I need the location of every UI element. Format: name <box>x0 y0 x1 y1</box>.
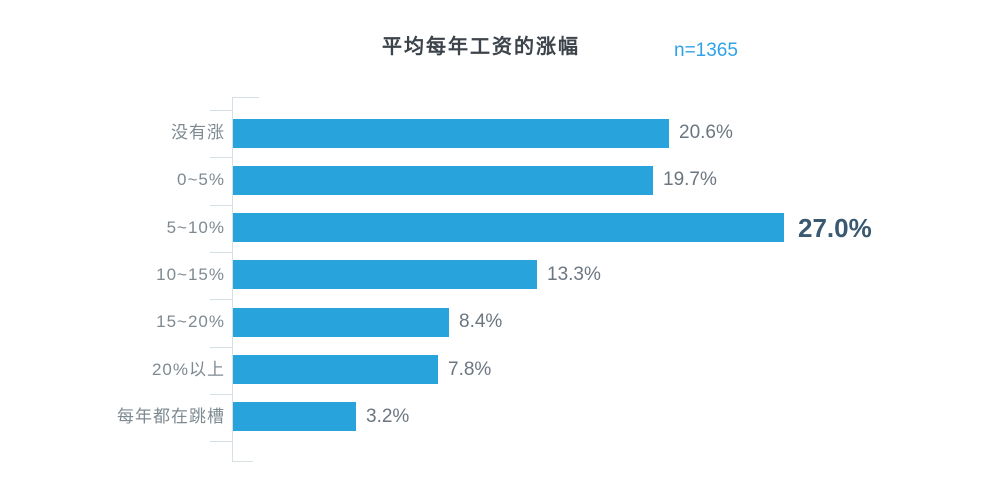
value-label: 8.4% <box>459 311 503 332</box>
category-label: 15~20% <box>156 312 225 331</box>
sample-size-label: n=1365 <box>674 40 738 61</box>
chart-title: 平均每年工资的涨幅 <box>382 36 580 58</box>
category-label: 20%以上 <box>151 360 225 379</box>
category-label: 0~5% <box>177 170 225 189</box>
chart-bar <box>233 213 784 242</box>
value-label: 19.7% <box>663 169 717 190</box>
category-label: 5~10% <box>166 218 225 237</box>
axis-tick <box>210 157 232 158</box>
chart-bar <box>233 119 669 148</box>
axis-tick <box>210 394 232 395</box>
chart-bar <box>233 355 438 384</box>
axis-bottom-tick <box>233 461 253 462</box>
chart-bar <box>233 308 449 337</box>
value-label: 27.0% <box>798 213 872 243</box>
category-label: 没有涨 <box>171 123 225 142</box>
axis-tick <box>210 441 232 442</box>
category-axis-line <box>232 97 233 462</box>
chart-bar <box>233 260 537 289</box>
chart-bar <box>233 402 356 431</box>
axis-tick <box>210 205 232 206</box>
axis-tick <box>210 110 232 111</box>
value-label: 3.2% <box>366 406 410 427</box>
value-label: 13.3% <box>547 264 601 285</box>
axis-tick <box>210 252 232 253</box>
value-label: 7.8% <box>448 359 492 380</box>
axis-tick <box>210 347 232 348</box>
category-label: 10~15% <box>156 265 225 284</box>
category-label: 每年都在跳槽 <box>117 407 225 426</box>
chart-bar <box>233 166 653 195</box>
axis-tick <box>210 299 232 300</box>
value-label: 20.6% <box>679 122 733 143</box>
axis-top-tick <box>233 97 259 98</box>
